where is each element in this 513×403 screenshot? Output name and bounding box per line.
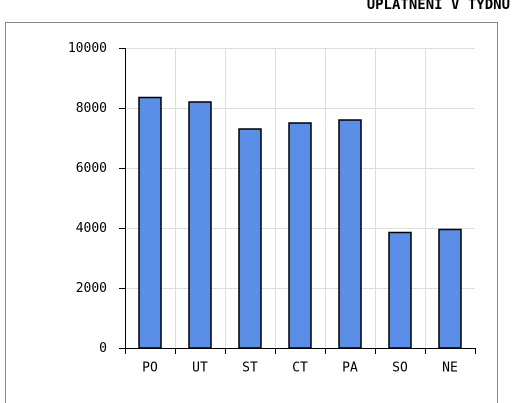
bar [238, 128, 262, 349]
chart-title: UPLATNĚNÍ V TÝDNU [367, 0, 510, 13]
y-tick-label: 0 [99, 341, 107, 356]
x-tick-label: UT [192, 361, 208, 376]
x-tick-label: NE [442, 361, 458, 376]
bar [438, 228, 462, 349]
x-tick-label: PA [342, 361, 358, 376]
y-tick-label: 10000 [68, 41, 107, 56]
bar [138, 96, 162, 349]
x-tick-label: ST [242, 361, 258, 376]
y-tick-label: 6000 [76, 161, 107, 176]
bar [388, 231, 412, 349]
x-tick-label: SO [392, 361, 408, 376]
y-tick-label: 8000 [76, 101, 107, 116]
bar [188, 101, 212, 349]
bar [338, 119, 362, 349]
y-tick-label: 2000 [76, 281, 107, 296]
x-tick-label: PO [142, 361, 158, 376]
bar [288, 122, 312, 349]
x-tick-label: CT [292, 361, 308, 376]
y-tick-label: 4000 [76, 221, 107, 236]
